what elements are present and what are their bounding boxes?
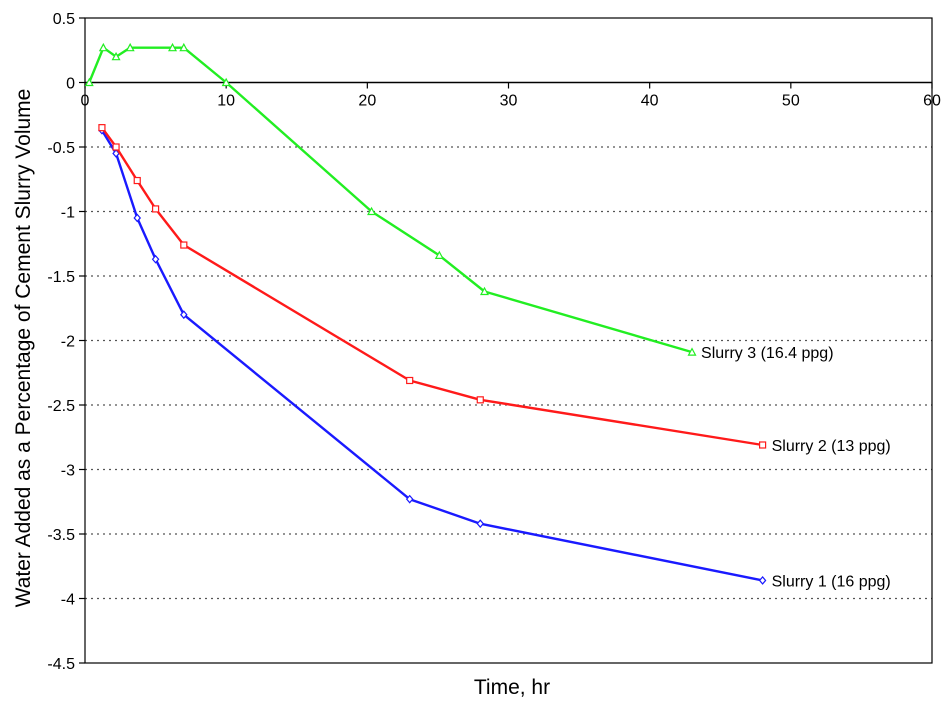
data-point: [151, 205, 160, 213]
data-point: [221, 77, 231, 87]
data-point: [476, 396, 484, 404]
x-tick-label: 10: [217, 93, 235, 110]
data-point: [125, 42, 135, 52]
data-point: [758, 441, 767, 449]
data-point: [180, 310, 188, 320]
data-point: [179, 42, 189, 52]
x-tick-label: 20: [358, 93, 376, 110]
data-point: [434, 250, 444, 259]
data-point: [687, 347, 697, 356]
series-label-2: Slurry 2 (13 ppg): [772, 438, 891, 455]
data-point: [367, 206, 377, 216]
series-labels: Slurry 1 (16 ppg) Slurry 2 (13 ppg) Slurry…: [701, 345, 891, 590]
y-tick-label: -3.5: [47, 527, 75, 544]
y-tick-label: -4: [61, 592, 75, 609]
y-tick-label: -0.5: [47, 140, 75, 157]
tick-labels: 0 10 20 30 40 50 60 0.5 0 -0.5 -1 -1.5 -2 -2.5 -3 -3.5 -…: [47, 11, 941, 673]
x-tick-label: 40: [641, 93, 659, 110]
data-point: [406, 376, 414, 385]
data-point: [98, 42, 108, 52]
data-point: [111, 51, 121, 61]
data-point: [405, 494, 414, 504]
gridlines: [85, 146, 932, 600]
data-point: [133, 213, 142, 223]
series-lines: [84, 42, 767, 585]
y-tick-label: 0.5: [53, 11, 75, 28]
y-tick-label: -1.5: [47, 269, 75, 286]
series-line-1: [100, 129, 763, 582]
data-point: [133, 176, 141, 185]
data-point: [168, 42, 178, 52]
y-tick-label: 0: [66, 76, 75, 93]
data-point: [476, 519, 485, 529]
data-point: [180, 241, 188, 249]
data-point: [479, 286, 490, 296]
x-tick-label: 60: [923, 93, 941, 110]
y-tick-label: -2.5: [47, 398, 75, 415]
x-tick-label: 30: [500, 93, 518, 110]
series-label-1: Slurry 1 (16 ppg): [772, 573, 891, 590]
y-tick-label: -2: [61, 334, 75, 351]
y-tick-label: -4.5: [47, 656, 75, 673]
x-axis-title: Time, hr: [474, 676, 550, 699]
data-point: [151, 254, 160, 264]
data-point: [84, 77, 94, 87]
series-line-2: [100, 126, 763, 447]
data-point: [758, 576, 767, 585]
series-label-3: Slurry 3 (16.4 ppg): [701, 345, 834, 362]
y-tick-label: -3: [61, 463, 75, 480]
data-point: [98, 124, 106, 132]
x-tick-label: 50: [782, 93, 800, 110]
y-tick-label: -1: [61, 205, 75, 222]
axes: [79, 17, 933, 664]
x-tick-label: 0: [81, 93, 90, 110]
data-point: [112, 143, 120, 151]
y-axis-title: Water Added as a Percentage of Cement Sl…: [12, 89, 35, 608]
